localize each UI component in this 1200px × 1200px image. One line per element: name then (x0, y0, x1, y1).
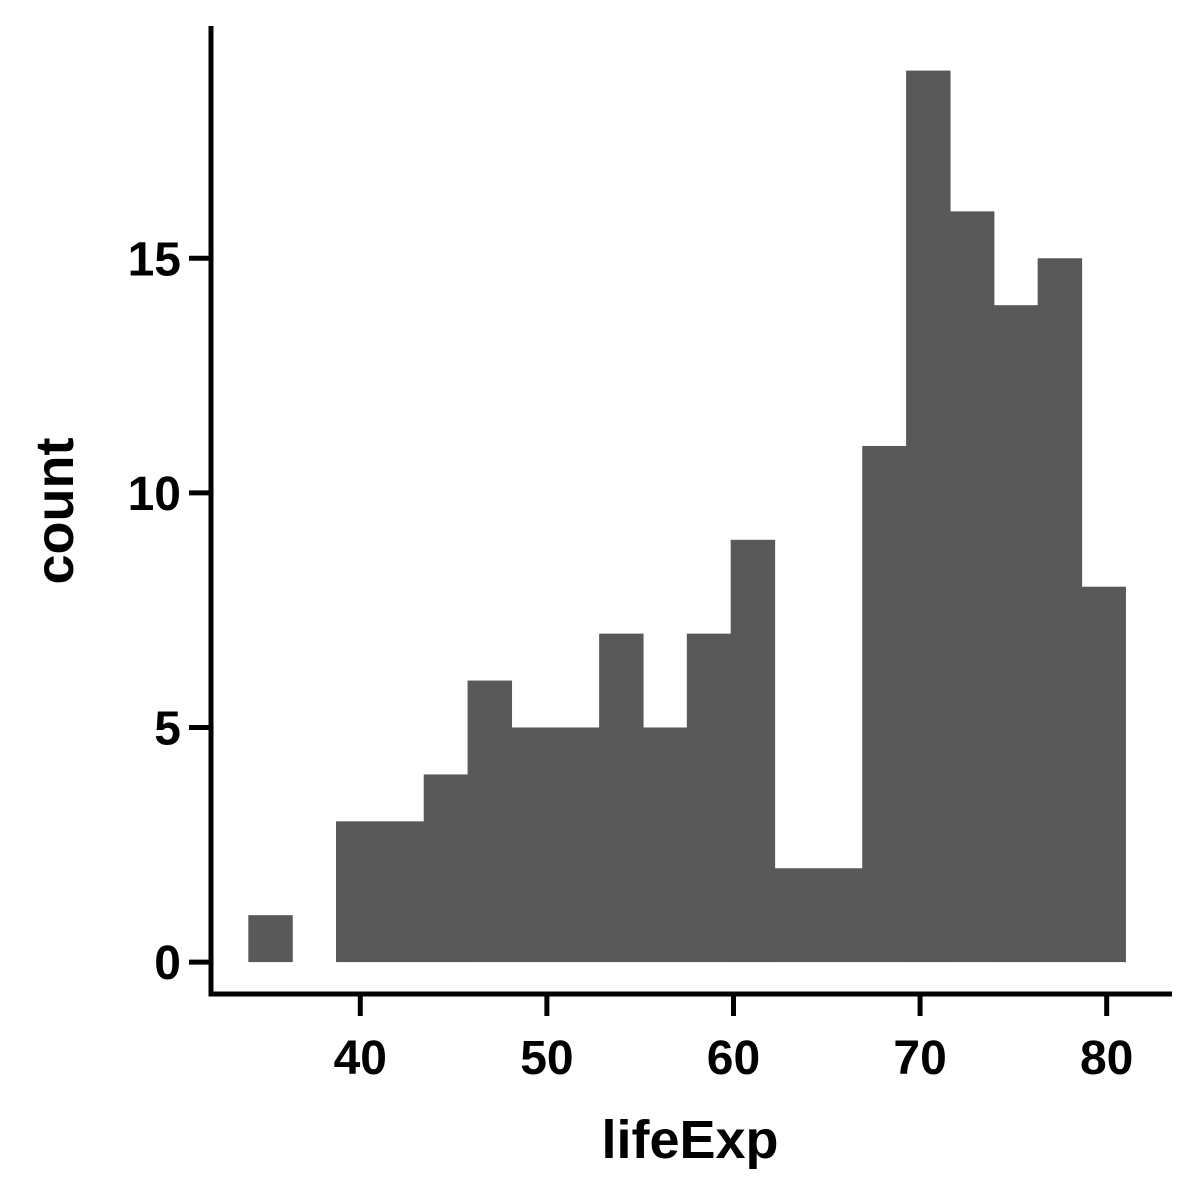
histogram-bar (511, 727, 556, 963)
histogram-bar (642, 727, 688, 963)
histogram-bar (555, 727, 600, 963)
y-tick-label: 5 (154, 702, 181, 755)
histogram-bar (599, 633, 644, 963)
histogram-bar (423, 774, 469, 963)
histogram-bar (993, 305, 1039, 963)
x-tick-label: 50 (520, 1032, 573, 1085)
histogram-bar (1081, 586, 1126, 963)
histogram-bar (774, 868, 819, 963)
histogram-bar (730, 539, 776, 963)
histogram-bar (379, 821, 425, 963)
y-axis-title: count (25, 438, 85, 585)
x-tick-label: 70 (893, 1032, 946, 1085)
histogram-bar (686, 633, 732, 963)
x-tick-label: 80 (1080, 1032, 1133, 1085)
histogram-bar (336, 821, 381, 963)
histogram-bar (949, 211, 995, 963)
histogram-bar (906, 70, 951, 963)
y-tick-label: 15 (128, 233, 181, 286)
bars-layer (248, 70, 1126, 963)
histogram-bar (862, 445, 907, 963)
histogram-bar (467, 680, 513, 963)
histogram-bar (1037, 258, 1083, 963)
histogram-bar (818, 868, 863, 963)
x-tick-label: 60 (707, 1032, 760, 1085)
y-tick-label: 10 (128, 468, 181, 521)
y-tick-label: 0 (154, 937, 181, 990)
x-axis-title: lifeExp (601, 1110, 778, 1170)
ticks-layer: 40 50 60 70 80 0 5 10 15 (128, 233, 1134, 1085)
axes-layer (208, 26, 1172, 997)
x-tick-label: 40 (334, 1032, 387, 1085)
histogram-bar (248, 915, 293, 963)
